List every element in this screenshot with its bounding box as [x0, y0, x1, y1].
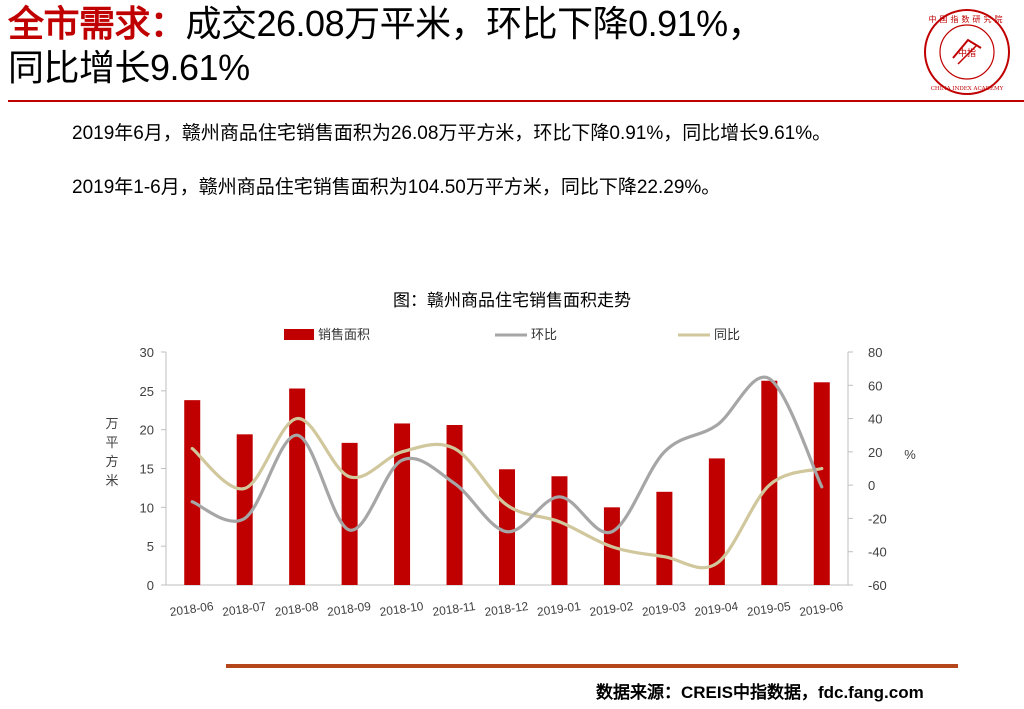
y-axis-label-left: 万平方米	[105, 416, 118, 488]
x-tick-label: 2018-10	[379, 599, 425, 619]
y-tick-label-left: 30	[140, 345, 154, 360]
bar-sales-area	[656, 491, 673, 585]
y-tick-label-left: 0	[147, 578, 154, 593]
y-tick-label-right: -20	[868, 511, 887, 526]
bar-sales-area	[708, 458, 725, 585]
x-tick-label: 2018-09	[326, 599, 372, 619]
y-tick-label-right: 80	[868, 345, 882, 360]
page-title-highlight: 全市需求：	[8, 3, 186, 44]
y-tick-label-right: 60	[868, 378, 882, 393]
bar-sales-area	[499, 469, 515, 585]
x-tick-label: 2018-06	[169, 599, 215, 619]
chart-title: 图：赣州商品住宅销售面积走势	[393, 291, 631, 310]
bar-sales-area	[551, 476, 568, 585]
y-tick-label-left: 15	[140, 462, 154, 477]
y-tick-label-left: 5	[147, 539, 154, 554]
legend-label-mom: 环比	[531, 327, 557, 342]
legend-swatch-sales-area	[284, 329, 314, 340]
legend-label-sales-area: 销售面积	[318, 327, 370, 342]
y-tick-label-right: 0	[868, 478, 875, 493]
summary-paragraph-2: 2019年1-6月，赣州商品住宅销售面积为104.50万平方米，同比下降22.2…	[72, 177, 721, 198]
logo-bottom-text: CHINA INDEX ACADEMY	[931, 86, 1004, 92]
y-tick-label-left: 10	[140, 500, 154, 515]
logo-top-text: 中国指数研究院	[929, 14, 1006, 24]
x-tick-label: 2019-06	[798, 599, 844, 619]
y-axis-label-right: %	[904, 447, 916, 462]
x-tick-label: 2019-04	[694, 599, 740, 619]
summary-paragraph-1: 2019年6月，赣州商品住宅销售面积为26.08万平方米，环比下降0.91%，同…	[72, 123, 832, 144]
y-tick-label-right: 20	[868, 445, 882, 460]
bar-sales-area	[761, 380, 778, 585]
x-tick-label: 2018-07	[221, 599, 267, 619]
china-index-academy-seal-icon: 中指 中国指数研究院 CHINA INDEX ACADEMY	[924, 9, 1010, 95]
x-tick-label: 2019-02	[589, 599, 635, 619]
y-tick-label-left: 25	[140, 384, 154, 399]
y-tick-label-right: 40	[868, 412, 882, 427]
y-tick-label-left: 20	[140, 423, 154, 438]
bar-sales-area	[394, 423, 411, 585]
y-tick-label-right: -40	[868, 545, 887, 560]
footer-divider	[226, 664, 958, 668]
page-title-line2: 同比增长9.61%	[8, 47, 250, 88]
bar-sales-area	[236, 434, 253, 585]
header-divider	[8, 100, 1024, 102]
x-tick-label: 2019-01	[536, 599, 582, 619]
legend-label-yoy: 同比	[714, 327, 740, 342]
bar-sales-area	[446, 425, 463, 585]
x-tick-label: 2018-12	[484, 599, 530, 619]
bar-sales-area	[184, 400, 201, 585]
y-tick-label-right: -60	[868, 578, 887, 593]
x-tick-label: 2018-11	[432, 599, 477, 619]
line-mom	[190, 375, 824, 535]
bar-sales-area	[341, 442, 358, 585]
logo-center-text: 中指	[958, 47, 976, 59]
x-tick-label: 2018-08	[274, 599, 320, 619]
x-tick-label: 2019-05	[746, 599, 792, 619]
x-tick-label: 2019-03	[641, 599, 687, 619]
page-title: 全市需求：成交26.08万平米，环比下降0.91%， 同比增长9.61%	[8, 2, 888, 90]
page-title-line1: 成交26.08万平米，环比下降0.91%，	[185, 3, 764, 44]
line-yoy	[190, 416, 824, 570]
data-source: 数据来源：CREIS中指数据，fdc.fang.com	[596, 683, 924, 702]
